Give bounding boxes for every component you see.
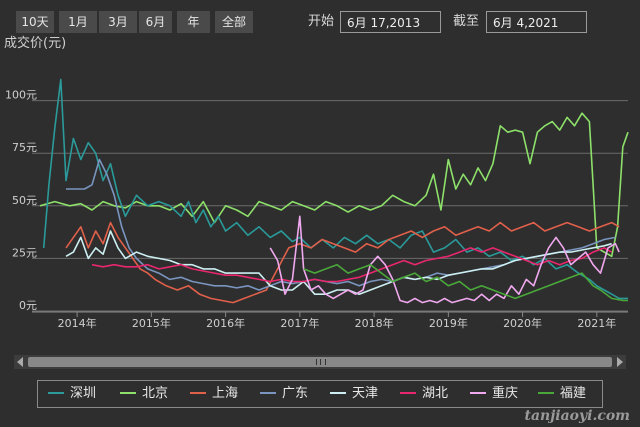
legend-item[interactable]: 湖北 xyxy=(400,381,448,407)
x-tick-label: 2020年 xyxy=(503,316,542,330)
legend-swatch xyxy=(330,391,346,394)
legend-item[interactable]: 北京 xyxy=(120,381,168,407)
legend-swatch xyxy=(538,391,554,394)
legend-item[interactable]: 深圳 xyxy=(48,381,96,407)
legend-label: 福建 xyxy=(560,386,587,401)
range-1month-button[interactable]: 1月 xyxy=(59,11,97,33)
start-date-label: 开始 xyxy=(308,14,335,29)
legend-swatch xyxy=(48,391,64,394)
legend-label: 上海 xyxy=(212,386,239,401)
legend-item[interactable]: 上海 xyxy=(190,381,238,407)
legend-label: 湖北 xyxy=(422,386,449,401)
y-tick-label: 0元 xyxy=(19,299,37,312)
legend-swatch xyxy=(470,391,486,394)
y-axis-label: 成交价(元) xyxy=(4,35,66,51)
series-line xyxy=(39,112,629,258)
y-tick-label: 75元 xyxy=(12,141,37,154)
price-chart: 成交价(元) 0元 25元 50元 75元 100元 2014年 2015年 2016年 2017… xyxy=(4,35,629,330)
legend-swatch xyxy=(260,391,276,394)
x-tick-label: 2018年 xyxy=(355,316,394,330)
scroll-left-arrow-icon[interactable] xyxy=(17,357,23,367)
series-line xyxy=(66,158,616,291)
x-tick-label: 2015年 xyxy=(132,316,171,330)
watermark: tanjiaoyi.com xyxy=(524,408,630,424)
range-year-button[interactable]: 年 xyxy=(177,11,210,33)
end-date-input[interactable]: 6月 4,2021 xyxy=(486,11,587,33)
legend-item[interactable]: 福建 xyxy=(538,381,586,407)
legend-label: 广东 xyxy=(282,386,309,401)
range-all-button[interactable]: 全部 xyxy=(215,11,253,33)
navigator-scrollbar[interactable] xyxy=(14,355,626,369)
legend-item[interactable]: 天津 xyxy=(330,381,378,407)
scrollbar-thumb[interactable] xyxy=(28,357,612,367)
x-tick-label: 2014年 xyxy=(58,316,97,330)
range-3month-button[interactable]: 3月 xyxy=(99,11,137,33)
series-line xyxy=(91,247,613,283)
grip-icon xyxy=(316,359,326,365)
chart-legend: 深圳 北京 上海 广东 天津 湖北 重庆 福建 xyxy=(37,380,603,408)
x-tick-label: 2016年 xyxy=(206,316,245,330)
legend-item[interactable]: 广东 xyxy=(260,381,308,407)
legend-swatch xyxy=(190,391,206,394)
y-tick-label: 100元 xyxy=(5,89,37,102)
scroll-right-arrow-icon[interactable] xyxy=(617,357,623,367)
legend-label: 重庆 xyxy=(492,386,519,401)
legend-swatch xyxy=(120,391,136,394)
end-date-label: 截至 xyxy=(453,14,480,29)
x-tick-label: 2021年 xyxy=(577,316,616,330)
legend-swatch xyxy=(400,391,416,394)
y-tick-label: 50元 xyxy=(12,194,37,207)
legend-label: 深圳 xyxy=(70,386,97,401)
series-line xyxy=(303,263,628,302)
series-line xyxy=(269,215,620,304)
range-10day-button[interactable]: 10天 xyxy=(16,11,54,33)
start-date-input[interactable]: 6月 17,2013 xyxy=(340,11,441,33)
series-line xyxy=(65,221,620,304)
y-tick-label: 25元 xyxy=(12,246,37,259)
legend-item[interactable]: 重庆 xyxy=(470,381,518,407)
x-tick-label: 2017年 xyxy=(280,316,319,330)
range-6month-button[interactable]: 6月 xyxy=(139,11,172,33)
legend-label: 北京 xyxy=(142,386,169,401)
legend-label: 天津 xyxy=(352,386,379,401)
x-tick-label: 2019年 xyxy=(429,316,468,330)
